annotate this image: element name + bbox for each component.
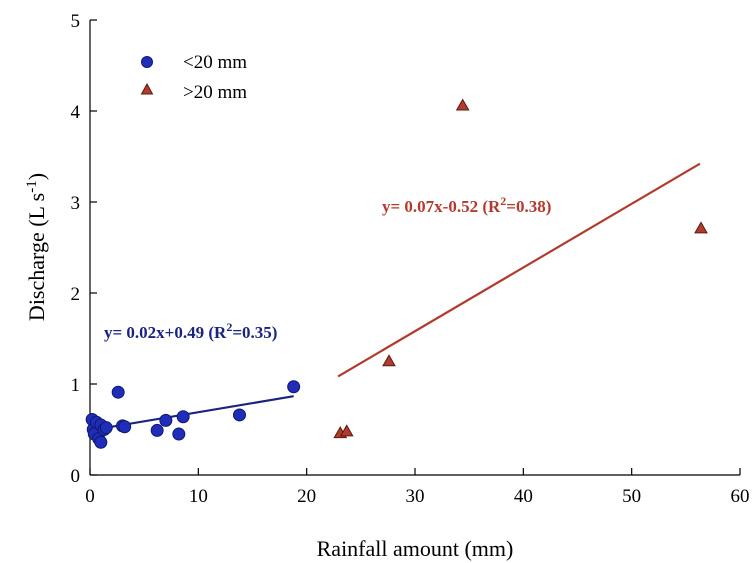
legend-label-above-20: >20 mm bbox=[183, 82, 247, 103]
data-point-below-20 bbox=[233, 408, 246, 422]
data-point-below-20 bbox=[150, 423, 164, 437]
data-point-below-20 bbox=[176, 410, 190, 424]
data-points bbox=[85, 98, 708, 449]
y-ticks: 0 1 2 3 4 5 bbox=[71, 11, 97, 487]
y-axis-title-close: ) bbox=[24, 173, 49, 180]
fit-line-above-20 bbox=[337, 162, 701, 378]
x-tick-label: 60 bbox=[731, 486, 750, 507]
fit-equation-below-20-main: y= 0.02x+0.49 (R bbox=[104, 323, 227, 342]
y-tick-label: 5 bbox=[71, 11, 81, 32]
fit-equation-above-20-main: y= 0.07x-0.52 (R bbox=[382, 197, 501, 216]
data-point-above-20 bbox=[455, 98, 470, 111]
legend-marker-circle bbox=[141, 56, 153, 68]
data-point-below-20 bbox=[287, 380, 301, 394]
data-point-below-20 bbox=[99, 421, 113, 435]
y-tick-label: 2 bbox=[71, 284, 81, 305]
legend: <20 mm >20 mm bbox=[140, 52, 247, 103]
data-point-below-20 bbox=[172, 427, 186, 441]
fit-equation-above-20-sup: 2 bbox=[500, 194, 506, 208]
fit-equation-below-20: y= 0.02x+0.49 (R2=0.35) bbox=[104, 320, 277, 342]
fit-equation-above-20-close: =0.38) bbox=[506, 197, 551, 216]
x-tick-label: 0 bbox=[85, 486, 95, 507]
data-point-above-20 bbox=[382, 354, 396, 367]
x-tick-label: 30 bbox=[406, 486, 425, 507]
y-tick-label: 0 bbox=[71, 466, 81, 487]
data-point-below-20 bbox=[159, 413, 173, 427]
fit-equation-below-20-sup: 2 bbox=[226, 320, 232, 334]
x-axis-title: Rainfall amount (mm) bbox=[317, 536, 514, 561]
data-point-below-20 bbox=[118, 420, 132, 434]
x-tick-label: 50 bbox=[622, 486, 641, 507]
legend-label-below-20: <20 mm bbox=[183, 52, 247, 73]
data-point-above-20 bbox=[694, 221, 708, 234]
y-axis-title-superscript: -1 bbox=[24, 180, 40, 193]
fit-equation-above-20: y= 0.07x-0.52 (R2=0.38) bbox=[382, 194, 551, 216]
x-tick-label: 20 bbox=[297, 486, 316, 507]
data-point-below-20 bbox=[94, 435, 108, 449]
y-axis-title-main: Discharge (L s bbox=[24, 193, 49, 321]
data-point-above-20 bbox=[339, 424, 354, 437]
legend-marker-triangle bbox=[140, 82, 154, 95]
x-ticks: 0 10 20 30 40 50 60 bbox=[85, 468, 750, 507]
data-point-below-20 bbox=[111, 385, 125, 399]
y-axis-title: Discharge (L s-1) bbox=[24, 173, 49, 321]
x-tick-label: 10 bbox=[189, 486, 208, 507]
y-tick-label: 1 bbox=[71, 375, 81, 396]
y-tick-label: 4 bbox=[71, 102, 81, 123]
x-tick-label: 40 bbox=[514, 486, 533, 507]
fit-equation-below-20-close: =0.35) bbox=[232, 323, 277, 342]
y-tick-label: 3 bbox=[71, 193, 81, 214]
